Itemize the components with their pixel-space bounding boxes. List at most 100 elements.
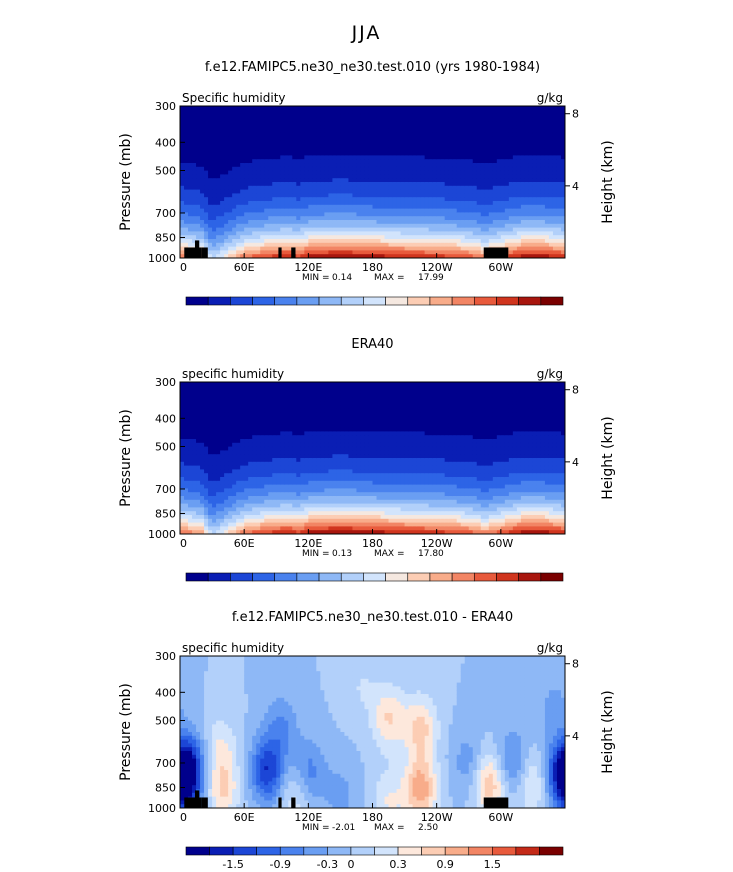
colorbar-swatch [318,296,342,306]
x-tick-label: 60W [488,537,513,550]
topography-mask [184,797,202,808]
x-tick-label: 180 [362,537,383,550]
colorbar: -1.5 -0.9 -0.3 0 0.3 0.9 1.5 [185,846,564,870]
y-tick-label: 500 [155,440,176,453]
panel-2-title: ERA40 [351,337,394,352]
topography-mask [291,247,296,258]
y-axis-right-title: Height (km) [600,690,616,773]
y-axis-title: Pressure (mb) [118,133,134,231]
x-tick-label: 180 [362,811,383,824]
colorbar-label: 11 [423,308,437,310]
y-tick-label: 300 [155,100,176,113]
topography-mask [291,797,296,808]
colorbar-label: 15 [512,308,526,310]
colorbar-swatch [397,846,422,856]
y-tick-label: 1000 [148,528,176,541]
y-tick-label: 400 [155,136,176,149]
y-tick-label: 300 [155,376,176,389]
x-tick-label: 60W [488,811,513,824]
colorbar-label: 9 [382,308,389,310]
colorbar-swatch [540,572,564,582]
colorbar-swatch [473,572,497,582]
colorbar-label: 11 [423,584,437,586]
panel-2-plot: specific humidity g/kg3004005007008501000… [118,367,616,586]
y-tick-label: 500 [155,714,176,727]
colorbar-swatch [303,846,328,856]
colorbar-swatch [473,296,497,306]
y-axis-title: Pressure (mb) [118,409,134,507]
topography-mask [278,797,282,808]
colorbar-label: 0.3 [389,858,407,870]
topography-mask [194,790,200,808]
min-value: 0.14 [332,273,352,283]
colorbar-swatch [185,846,210,856]
colorbar-swatch [296,296,320,306]
topography-mask [194,240,200,258]
y-axis-right-title: Height (km) [600,416,616,499]
colorbar-swatch [496,296,519,306]
min-value: -2.01 [332,823,355,833]
colorbar-label: 15 [512,584,526,586]
min-value: 0.13 [332,549,352,559]
x-tick-label: 120E [294,537,322,550]
y-tick-label: 700 [155,483,176,496]
colorbar-swatch [421,846,446,856]
y-tick-label: 700 [155,207,176,220]
colorbar-swatch [209,846,234,856]
height-tick-label: 8 [572,108,579,121]
colorbar-swatch [252,572,276,582]
colorbar-label: 7 [338,584,345,586]
height-tick-label: 4 [572,730,579,743]
colorbar-swatch [540,296,564,306]
topography-mask [278,247,282,258]
max-value: 17.99 [418,273,444,283]
colorbar-swatch [468,846,493,856]
colorbar-swatch [451,296,475,306]
x-tick-label: 120W [421,261,453,274]
min-label: MIN = [302,549,330,559]
colorbar-swatch [350,846,375,856]
panel-1-plot: Specific humidity g/kg3004005007008501000… [118,91,616,310]
colorbar-swatch [185,572,209,582]
colorbar-label: 5 [293,584,300,586]
y-axis-title: Pressure (mb) [118,683,134,781]
colorbar-swatch [374,846,399,856]
y-tick-label: 400 [155,686,176,699]
colorbar-label: 3 [249,308,256,310]
y-tick-label: 400 [155,412,176,425]
colorbar-label: 3 [249,584,256,586]
max-value: 17.80 [418,549,444,559]
x-tick-label: 0 [180,811,187,824]
topography-mask [201,797,208,808]
colorbar-label: 1 [205,308,212,310]
y-tick-label: 850 [155,781,176,794]
variable-label: specific humidity [182,641,284,655]
topography-mask [201,247,208,258]
colorbar-label: 1 [205,584,212,586]
x-tick-label: 60E [234,811,255,824]
colorbar-swatch [340,296,364,306]
colorbar-label: 0.9 [436,858,454,870]
colorbar: 13579111315 [185,296,564,310]
y-tick-label: 1000 [148,802,176,815]
colorbar-swatch [230,572,253,582]
colorbar-swatch [496,572,519,582]
height-tick-label: 8 [572,658,579,671]
colorbar-label: 1.5 [484,858,502,870]
variable-label: specific humidity [182,367,284,381]
x-tick-label: 60E [234,537,255,550]
x-tick-label: 120W [421,537,453,550]
max-value: 2.50 [418,823,438,833]
colorbar-swatch [252,296,276,306]
y-tick-label: 850 [155,507,176,520]
colorbar-swatch [296,572,320,582]
colorbar-swatch [185,296,209,306]
colorbar-label: 13 [467,308,481,310]
x-tick-label: 60E [234,261,255,274]
colorbar-swatch [274,572,298,582]
x-tick-label: 0 [180,537,187,550]
topography-mask [483,247,509,258]
x-tick-label: 0 [180,261,187,274]
colorbar-label: 5 [293,308,300,310]
units-label: g/kg [537,91,563,105]
